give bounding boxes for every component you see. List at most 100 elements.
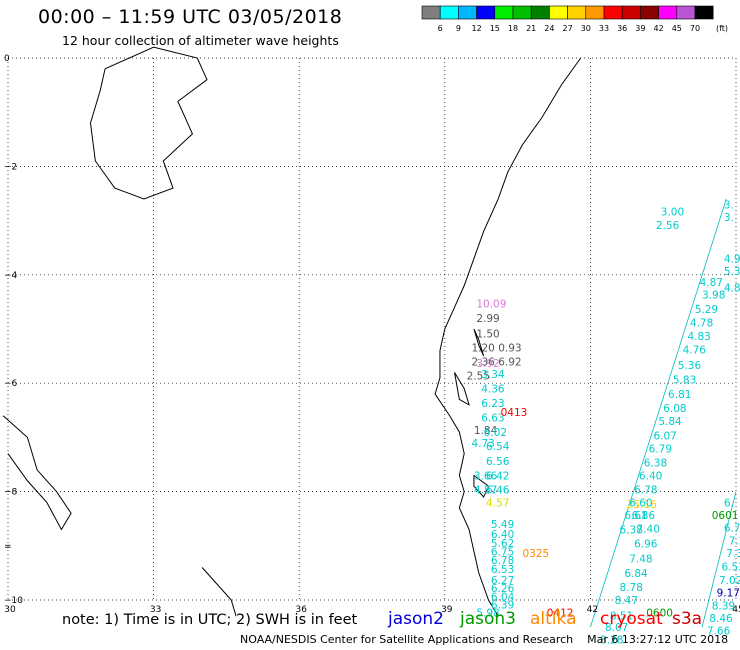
wave-height-label: 7.02	[719, 575, 740, 587]
wave-height-label: 5.62	[491, 538, 514, 550]
x-tick-label: 33	[150, 605, 161, 615]
wave-height-label: 6.04	[491, 591, 515, 603]
legend-tick-label: 36	[617, 24, 627, 33]
wave-height-label: 8.46	[709, 613, 733, 625]
x-tick-label: 42	[587, 605, 598, 615]
wave-height-label: 6.07	[653, 430, 676, 442]
coastlines	[2, 46, 582, 617]
wave-height-label: 5.84	[658, 416, 682, 428]
wave-height-label: 6.39	[491, 599, 514, 611]
y-tick-label: −6	[4, 379, 18, 389]
wave-height-label: 4	[554, 608, 561, 620]
wave-height-label: 0601	[712, 510, 739, 522]
wave-height-label: 6.60	[629, 498, 652, 510]
wave-height-label: 0600	[646, 608, 673, 620]
wave-height-label: 6.56	[486, 456, 510, 468]
satellite-tracks	[590, 198, 737, 628]
legend-tick-label: 70	[690, 24, 700, 33]
y-tick-label: −4	[4, 271, 18, 281]
wave-height-label: 6.53	[491, 564, 514, 576]
wave-height-label: 8.47	[615, 595, 638, 607]
credit-line: NOAA/NESDIS Center for Satellite Applica…	[240, 633, 728, 646]
x-tick-label: 45	[732, 605, 740, 615]
wave-height-label: 5.29	[695, 304, 718, 316]
legend-tick-label: 9	[456, 24, 461, 33]
wave-height-label: 6.81	[668, 389, 691, 401]
wave-height-label: 9.17	[717, 587, 740, 599]
wave-height-label: 8.07	[605, 622, 628, 634]
wave-height-label: 6.38	[644, 457, 667, 469]
chart-subtitle: 12 hour collection of altimeter wave hei…	[62, 33, 339, 48]
wave-height-label: 4.87	[474, 485, 497, 497]
wave-height-label: 6.08	[663, 403, 686, 415]
legend-tick-label: 39	[635, 24, 645, 33]
wave-height-label: 6.61	[624, 510, 647, 522]
wave-height-label: 1.84	[474, 425, 498, 437]
wave-height-label: 6.78	[634, 485, 657, 497]
wave-height-label: 6.84	[624, 568, 648, 580]
wave-height-label: 7.34	[726, 548, 740, 560]
wave-height-label: 0325	[522, 548, 549, 560]
wave-height-label: 2.55	[467, 371, 490, 383]
x-tick-label: 39	[441, 605, 453, 615]
x-tick-label: 36	[295, 605, 307, 615]
legend-tick-label: 12	[472, 24, 482, 33]
wave-height-label: 6.42	[486, 470, 509, 482]
legend-tick-label: 6	[438, 24, 443, 33]
lake-victoria-shore	[89, 46, 208, 200]
wave-height-label: 6.75	[491, 546, 514, 558]
wave-height-label: 3.00	[661, 206, 684, 218]
wave-height-label: 5.98	[476, 608, 499, 620]
satellite-name: altika	[530, 609, 577, 629]
legend-tick-label: 45	[672, 24, 682, 33]
legend-tick-label: 27	[563, 24, 573, 33]
y-tick-label: −2	[4, 162, 17, 172]
wave-height-label: 1.50	[476, 328, 499, 340]
wave-height-label: 6.02	[484, 427, 507, 439]
wave-height-label: 6.7	[724, 522, 740, 534]
wave-height-label: 7.48	[629, 553, 652, 565]
satellite-name: s3a	[672, 609, 703, 629]
wave-height-label: 5.83	[673, 374, 696, 386]
legend-tick-label: 30	[581, 24, 591, 33]
wave-height-label: 4.8	[724, 282, 740, 294]
grid-lines	[7, 57, 737, 601]
legend-swatch	[694, 5, 714, 20]
wave-height-label: 6.53	[721, 561, 740, 573]
y-tick-label: =	[4, 542, 12, 552]
wave-height-label: 5.49	[491, 519, 514, 531]
legend-tick-label: 24	[544, 24, 554, 33]
mafia-island	[473, 474, 490, 498]
wave-height-label: 7.66	[707, 625, 731, 637]
wave-height-label: 6.40	[491, 529, 514, 541]
axis-labels: 30 33 36 39 42 45 0 −2 −4 −6 −8 = −10	[4, 54, 740, 615]
wave-height-label: 4.83	[687, 331, 710, 343]
east-africa-coastline	[434, 57, 582, 617]
legend-unit: (ft)	[716, 24, 728, 33]
track-line	[701, 491, 737, 628]
wave-height-label: 8.51	[610, 610, 633, 622]
wave-height-label: 6.46	[486, 485, 510, 497]
wave-height-label: 3.98	[702, 289, 725, 301]
wave-height-label: 8.39	[712, 601, 735, 613]
wave-height-label: 3.34	[481, 369, 505, 381]
satellite-name: jason3	[460, 609, 516, 629]
satellite-name: jason2	[388, 609, 444, 629]
chart-title: 00:00 – 11:59 UTC 03/05/2018	[38, 6, 343, 28]
wave-height-label: 6.63	[481, 412, 504, 424]
lake-nyasa-shore	[201, 567, 237, 617]
legend-tick-label: 42	[654, 24, 664, 33]
wave-height-label: 6.54	[486, 441, 510, 453]
wave-height-label: 3.92	[476, 358, 499, 370]
wave-height-label: 0412	[547, 608, 574, 620]
wave-height-label: 6.86	[632, 510, 656, 522]
legend-tick-label: 15	[490, 24, 500, 33]
wave-height-label: 5.3	[724, 266, 740, 278]
wave-height-label: 6.23	[481, 398, 504, 410]
wave-height-label: 3.	[724, 212, 734, 224]
wave-height-label: 8.78	[620, 582, 643, 594]
legend-tick-label: 18	[508, 24, 518, 33]
wave-height-label: 2.99	[476, 313, 499, 325]
wave-height-label: 6.26	[491, 583, 515, 595]
